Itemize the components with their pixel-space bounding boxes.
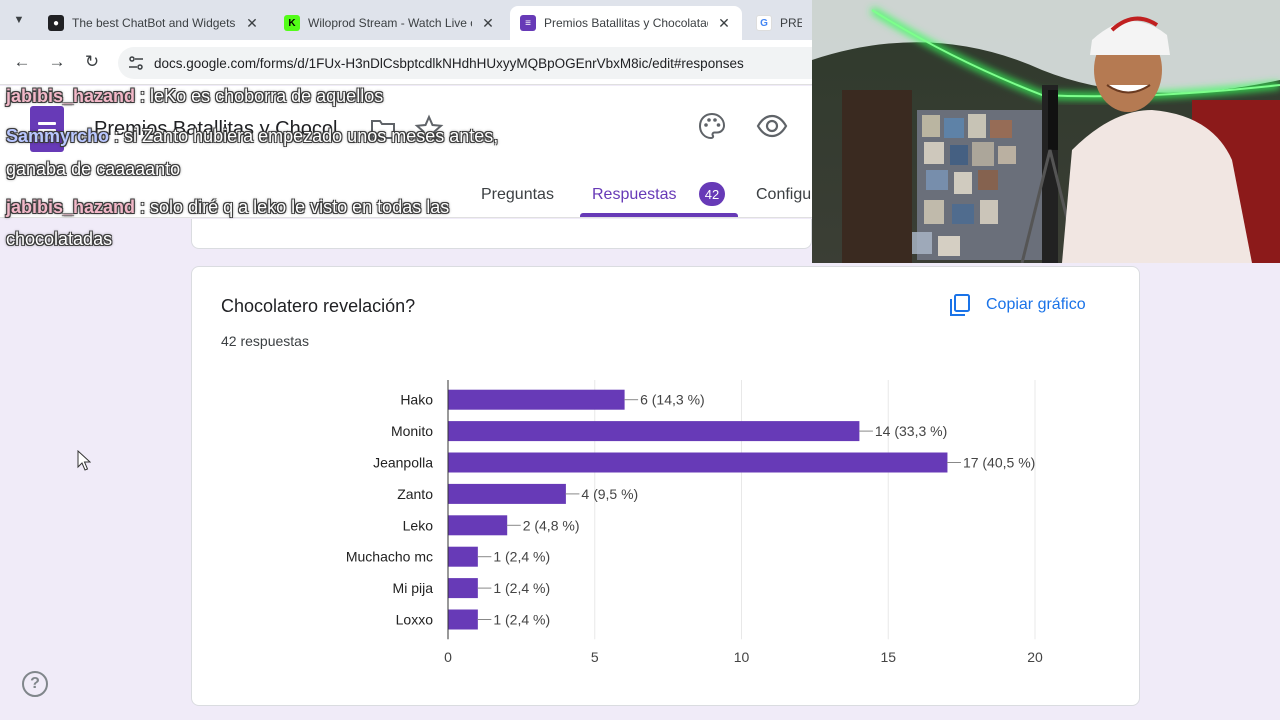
site-settings-icon[interactable] [128, 55, 144, 71]
data-label: 1 (2,4 %) [493, 612, 550, 628]
tab-title: Wiloprod Stream - Watch Live o [308, 16, 472, 30]
question-summary-card: Chocolatero revelación? 42 respuestas Co… [191, 266, 1140, 706]
forward-arrow-icon[interactable]: → [48, 52, 66, 71]
chat-username: jabibis_hazand [6, 86, 136, 106]
browser-tab-google-forms[interactable]: ≡ Premios Batallitas y Chocolatad ✕ [510, 6, 742, 40]
x-tick-label: 5 [591, 649, 599, 665]
data-label: 2 (4,8 %) [523, 517, 580, 533]
bar [448, 546, 478, 567]
bar [448, 389, 625, 410]
tab-configuracion[interactable]: Configu [756, 186, 812, 203]
data-label: 1 (2,4 %) [493, 549, 550, 565]
chat-message: Sammyrcho : si Zanto hubiera empezado un… [6, 126, 498, 147]
form-title[interactable]: Premios Batallitas y Chocol [94, 118, 338, 140]
chat-text: : solo diré q a leko le visto en todas l… [135, 197, 450, 217]
bar [448, 421, 860, 442]
category-label: Loxxo [396, 612, 434, 628]
tab-respuestas[interactable]: Respuestas [592, 186, 677, 203]
chat-message: jabibis_hazand : leKo es choborra de aqu… [6, 86, 383, 107]
chat-username: jabibis_hazand [6, 197, 136, 217]
tab-preguntas[interactable]: Preguntas [481, 186, 554, 203]
browser-tab-chatbot[interactable]: ● The best ChatBot and Widgets ✕ [38, 6, 270, 40]
browser-tab-kick-stream[interactable]: K Wiloprod Stream - Watch Live o ✕ [274, 6, 506, 40]
data-label: 4 (9,5 %) [581, 486, 638, 502]
tab-title: The best ChatBot and Widgets [72, 16, 236, 30]
active-tab-indicator [580, 213, 738, 217]
browser-tab-bar: ▼ ● The best ChatBot and Widgets ✕ K Wil… [0, 0, 812, 40]
tab-title: PREMI [780, 16, 802, 30]
tab-title: Premios Batallitas y Chocolatad [544, 16, 708, 30]
data-label: 6 (14,3 %) [640, 392, 705, 408]
category-label: Leko [403, 517, 434, 533]
bar [448, 483, 566, 504]
folder-icon[interactable] [370, 118, 396, 140]
forms-favicon-icon: ≡ [520, 15, 536, 31]
bar [448, 452, 948, 473]
mouse-cursor-icon [77, 450, 91, 471]
x-tick-label: 20 [1027, 649, 1043, 665]
webcam-image [812, 0, 1280, 263]
responses-count-badge: 42 [699, 182, 725, 206]
bar-chart: 0 5 10 15 20 Hako 6 (14,3 %) Monito 14 (33,3 %) J… [346, 380, 1043, 665]
x-tick-label: 0 [444, 649, 452, 665]
chat-text: : si Zanto hubiera empezado unos meses a… [109, 126, 499, 146]
data-label: 1 (2,4 %) [493, 580, 550, 596]
question-title: Chocolatero revelación? [221, 296, 416, 316]
bar [448, 578, 478, 599]
palette-icon[interactable] [698, 112, 726, 140]
webcam-overlay [812, 0, 1280, 263]
copy-chart-button[interactable]: Copiar gráfico [948, 291, 1086, 319]
copy-icon [950, 294, 970, 316]
star-icon[interactable] [414, 114, 444, 144]
browser-toolbar: ← → ↻ docs.google.com/forms/d/1FUx-H3nDl… [0, 40, 812, 85]
previous-question-card [191, 219, 812, 249]
x-tick-label: 15 [880, 649, 896, 665]
copy-chart-label: Copiar gráfico [986, 296, 1086, 313]
chatbot-favicon-icon: ● [48, 15, 64, 31]
data-label: 14 (33,3 %) [875, 423, 947, 439]
close-icon[interactable]: ✕ [718, 14, 730, 31]
browser-tab-google[interactable]: G PREMI [746, 6, 812, 40]
help-icon[interactable]: ? [22, 671, 48, 697]
url-text: docs.google.com/forms/d/1FUx-H3nDlCsbptc… [154, 55, 744, 71]
category-label: Jeanpolla [373, 455, 433, 471]
chat-username: Sammyrcho [6, 126, 110, 146]
category-label: Zanto [397, 486, 433, 502]
google-favicon-icon: G [756, 15, 772, 31]
chat-message: jabibis_hazand : solo diré q a leko le v… [6, 197, 449, 218]
category-label: Monito [391, 423, 433, 439]
chat-text: : leKo es choborra de aquellos [135, 86, 384, 106]
reload-icon[interactable]: ↻ [84, 52, 100, 71]
kick-favicon-icon: K [284, 15, 300, 31]
tab-search-chevron-icon[interactable]: ▼ [13, 14, 25, 26]
category-label: Mi pija [393, 580, 434, 596]
close-icon[interactable]: ✕ [482, 14, 494, 31]
address-bar[interactable]: docs.google.com/forms/d/1FUx-H3nDlCsbptc… [118, 47, 812, 79]
bar [448, 609, 478, 630]
preview-eye-icon[interactable] [756, 112, 788, 140]
chat-message-continuation: chocolatadas [6, 229, 113, 249]
google-forms-logo-icon[interactable] [30, 106, 64, 152]
category-label: Muchacho mc [346, 549, 433, 565]
response-count: 42 respuestas [221, 333, 309, 349]
forms-header: Premios Batallitas y Chocol Preguntas Re… [0, 86, 812, 218]
bar [448, 515, 508, 536]
close-icon[interactable]: ✕ [246, 14, 258, 31]
category-label: Hako [400, 392, 433, 408]
data-label: 17 (40,5 %) [963, 455, 1035, 471]
back-arrow-icon[interactable]: ← [13, 52, 31, 71]
x-tick-label: 10 [734, 649, 750, 665]
chat-message-continuation: ganaba de caaaaanto [6, 159, 181, 179]
